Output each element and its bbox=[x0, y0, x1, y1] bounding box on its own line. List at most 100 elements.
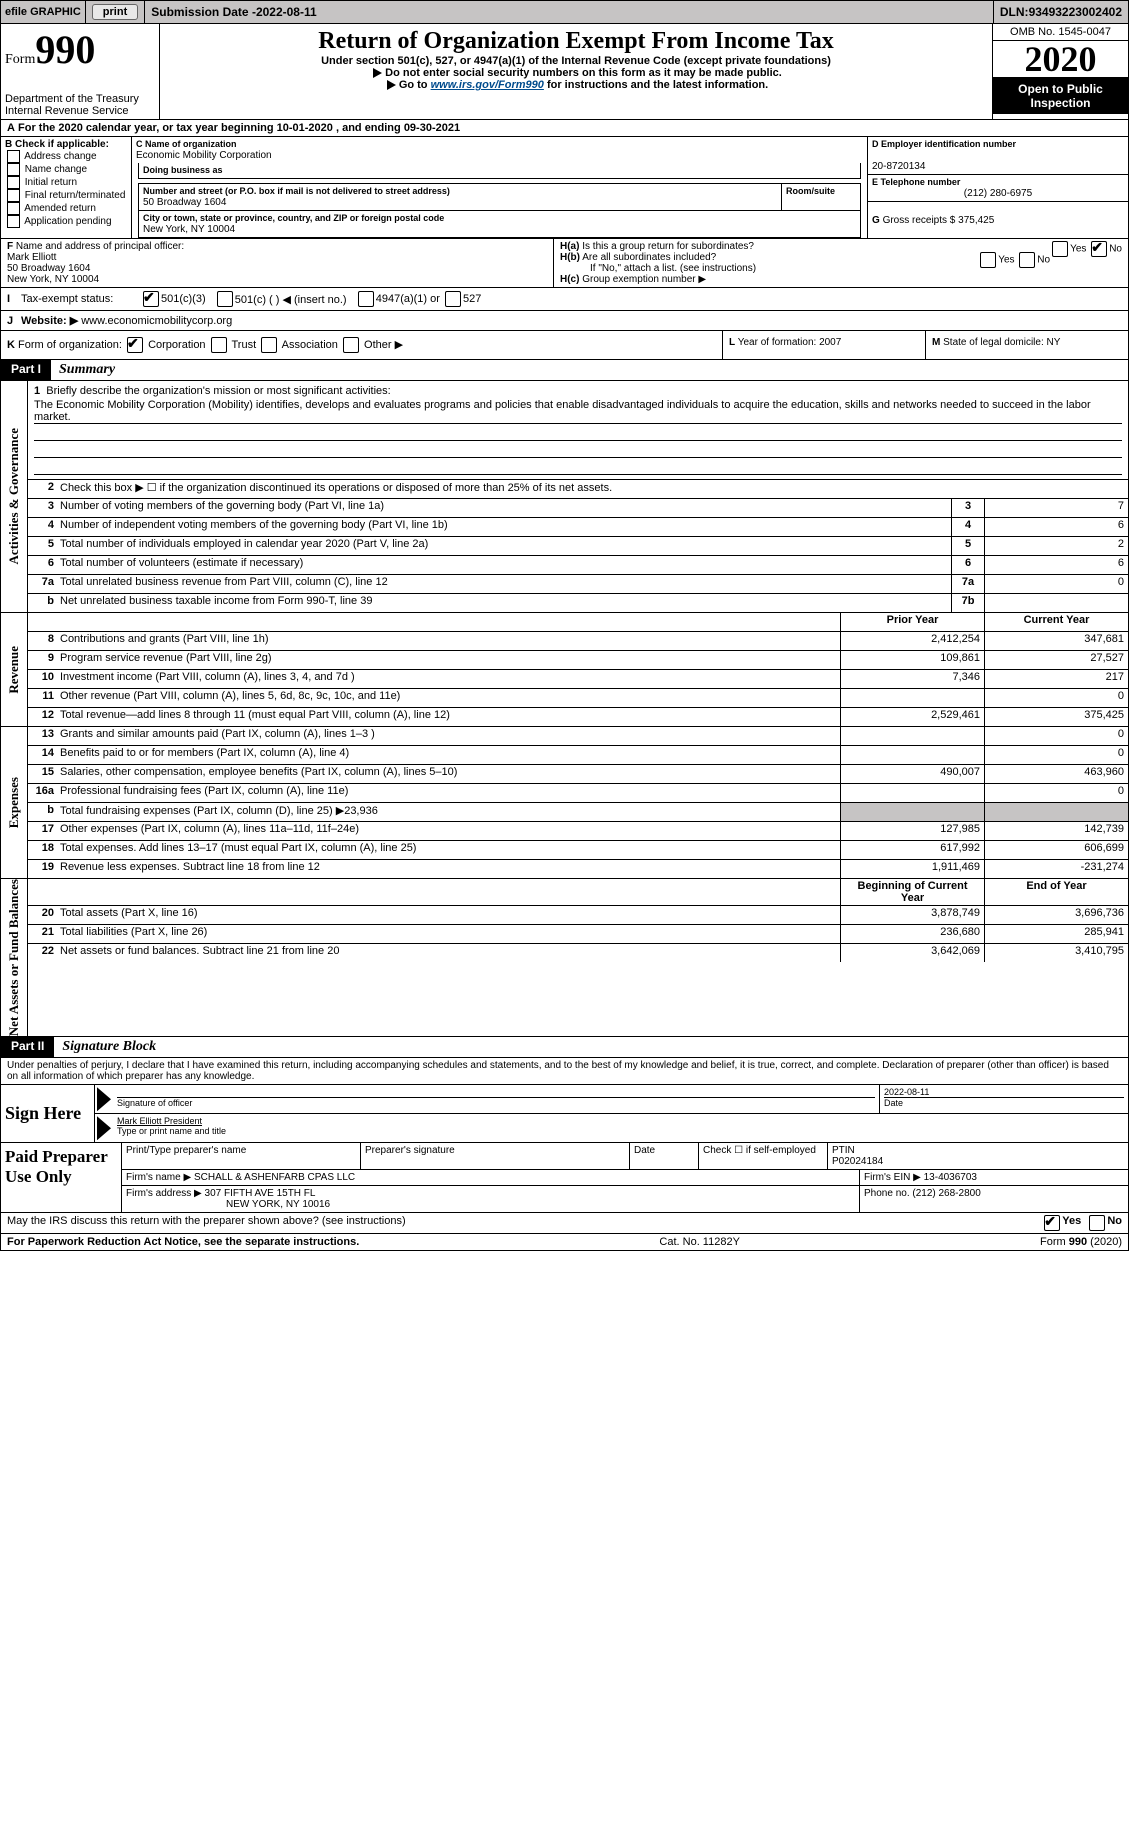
hc-text: Group exemption number ▶ bbox=[582, 274, 706, 285]
cb-final-return[interactable] bbox=[7, 189, 20, 202]
cb-hb-yes[interactable] bbox=[980, 252, 996, 268]
street-address: 50 Broadway 1604 bbox=[143, 197, 226, 208]
line-21: Total liabilities (Part X, line 26) bbox=[56, 925, 840, 943]
line-9-p: 109,861 bbox=[840, 651, 984, 669]
cb-name-change[interactable] bbox=[7, 163, 20, 176]
line-9: Program service revenue (Part VIII, line… bbox=[56, 651, 840, 669]
subtitle-1: Under section 501(c), 527, or 4947(a)(1)… bbox=[164, 55, 988, 67]
line-7a: Total unrelated business revenue from Pa… bbox=[56, 575, 951, 593]
line-10: Investment income (Part VIII, column (A)… bbox=[56, 670, 840, 688]
cb-discuss-yes[interactable] bbox=[1044, 1215, 1060, 1231]
mission-text: The Economic Mobility Corporation (Mobil… bbox=[34, 399, 1122, 424]
cb-501c[interactable] bbox=[217, 291, 233, 307]
part-i-title: Summary bbox=[51, 360, 123, 380]
i-o2: 501(c) ( ) ◀ (insert no.) bbox=[235, 293, 347, 306]
submission-date-label: Submission Date - bbox=[151, 5, 256, 19]
letter-hc: H(c) bbox=[560, 274, 579, 285]
footer-mid: Cat. No. 11282Y bbox=[659, 1236, 740, 1248]
cb-4947[interactable] bbox=[358, 291, 374, 307]
line-4-val: 6 bbox=[984, 518, 1128, 536]
hb-note: If "No," attach a list. (see instruction… bbox=[590, 263, 756, 274]
ha-yes: Yes bbox=[1070, 244, 1086, 255]
form-num: 990 bbox=[35, 27, 95, 72]
officer-addr: 50 Broadway 1604 New York, NY 10004 bbox=[7, 263, 99, 285]
cb-lab-4: Amended return bbox=[24, 203, 96, 214]
dln-value: 93493223002402 bbox=[1029, 5, 1122, 19]
firm-addr-lab: Firm's address ▶ bbox=[126, 1188, 202, 1199]
k-o2: Trust bbox=[231, 339, 256, 351]
footer-right: Form 990 (2020) bbox=[1040, 1236, 1122, 1248]
line-19-p: 1,911,469 bbox=[840, 860, 984, 878]
cb-lab-5: Application pending bbox=[24, 216, 111, 227]
sig-date-val: 2022-08-11 bbox=[884, 1087, 929, 1097]
k-o4: Other ▶ bbox=[364, 339, 403, 351]
m-lab: State of legal domicile: bbox=[943, 337, 1046, 348]
goto-pre: Go to bbox=[399, 79, 431, 91]
cb-amended[interactable] bbox=[7, 202, 20, 215]
col-bcy: Beginning of Current Year bbox=[840, 879, 984, 905]
hb-yes: Yes bbox=[998, 255, 1014, 266]
ssn-warning: Do not enter social security numbers on … bbox=[385, 67, 782, 79]
ein-lab: Employer identification number bbox=[881, 139, 1016, 149]
part-ii-title: Signature Block bbox=[54, 1037, 164, 1057]
phone-lab: Phone no. bbox=[864, 1188, 912, 1199]
letter-ha: H(a) bbox=[560, 241, 579, 252]
website-row: J Website: ▶ www.economicmobilitycorp.or… bbox=[0, 311, 1129, 331]
cb-lab-2: Initial return bbox=[25, 177, 77, 188]
preparer-block: Paid Preparer Use Only Print/Type prepar… bbox=[0, 1143, 1129, 1213]
line-10-c: 217 bbox=[984, 670, 1128, 688]
city-value: New York, NY 10004 bbox=[143, 224, 235, 235]
i-o1: 501(c)(3) bbox=[161, 293, 206, 305]
cb-other[interactable] bbox=[343, 337, 359, 353]
efile-label: efile GRAPHIC bbox=[1, 1, 86, 23]
goto-post: for instructions and the latest informat… bbox=[544, 79, 768, 91]
line-21-p: 236,680 bbox=[840, 925, 984, 943]
irs-link[interactable]: www.irs.gov/Form990 bbox=[431, 79, 544, 91]
line-12-p: 2,529,461 bbox=[840, 708, 984, 726]
line-16b: Total fundraising expenses (Part IX, col… bbox=[56, 803, 840, 821]
line-13-p bbox=[840, 727, 984, 745]
line-21-c: 285,941 bbox=[984, 925, 1128, 943]
cb-hb-no[interactable] bbox=[1019, 252, 1035, 268]
period-text-b: , and ending bbox=[336, 122, 404, 134]
period-end: 09-30-2021 bbox=[404, 122, 460, 134]
dln-label: DLN: bbox=[1000, 5, 1029, 19]
letter-b: B bbox=[5, 139, 12, 150]
line-16a-c: 0 bbox=[984, 784, 1128, 802]
cb-assoc[interactable] bbox=[261, 337, 277, 353]
line-19-c: -231,274 bbox=[984, 860, 1128, 878]
cb-discuss-no[interactable] bbox=[1089, 1215, 1105, 1231]
cb-trust[interactable] bbox=[211, 337, 227, 353]
cb-app-pending[interactable] bbox=[7, 215, 20, 228]
col-prior: Prior Year bbox=[840, 613, 984, 631]
tax-exempt-row: I Tax-exempt status: 501(c)(3) 501(c) ( … bbox=[0, 288, 1129, 311]
cb-ha-no[interactable] bbox=[1091, 241, 1107, 257]
line-11: Other revenue (Part VIII, column (A), li… bbox=[56, 689, 840, 707]
print-button[interactable]: print bbox=[92, 4, 138, 20]
prep-h5: PTIN bbox=[832, 1145, 855, 1156]
tab-activities: Activities & Governance bbox=[6, 428, 22, 564]
letter-j: J bbox=[7, 315, 21, 327]
cb-ha-yes[interactable] bbox=[1052, 241, 1068, 257]
firm-name: SCHALL & ASHENFARB CPAS LLC bbox=[194, 1172, 355, 1183]
arrow-icon bbox=[97, 1087, 111, 1111]
sig-name-lab: Type or print name and title bbox=[117, 1126, 226, 1136]
gross-value: 375,425 bbox=[958, 215, 994, 226]
cb-address-change[interactable] bbox=[7, 150, 20, 163]
k-lab: Form of organization: bbox=[18, 339, 122, 351]
subtitle-2: Do not enter social security numbers on … bbox=[164, 67, 988, 79]
gross-lab: Gross receipts $ bbox=[883, 215, 959, 226]
firm-ein: 13-4036703 bbox=[924, 1172, 977, 1183]
line-3-val: 7 bbox=[984, 499, 1128, 517]
cb-corp[interactable] bbox=[127, 337, 143, 353]
dba-lab: Doing business as bbox=[143, 165, 223, 175]
line-18-p: 617,992 bbox=[840, 841, 984, 859]
line-13-c: 0 bbox=[984, 727, 1128, 745]
cb-501c3[interactable] bbox=[143, 291, 159, 307]
cb-527[interactable] bbox=[445, 291, 461, 307]
dln: DLN: 93493223002402 bbox=[993, 1, 1128, 23]
line-6: Total number of volunteers (estimate if … bbox=[56, 556, 951, 574]
cb-initial-return[interactable] bbox=[7, 176, 20, 189]
signature-block: Under penalties of perjury, I declare th… bbox=[0, 1058, 1129, 1143]
open-to-public: Open to Public Inspection bbox=[993, 78, 1128, 114]
